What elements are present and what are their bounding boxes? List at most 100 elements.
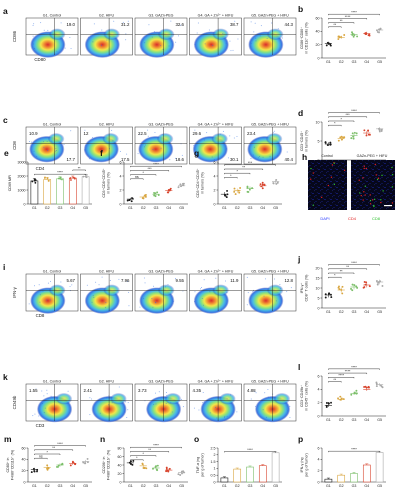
y-tick-label: 5 <box>318 296 320 300</box>
flow-group-title: G3. GAZn-PEG <box>149 270 174 274</box>
density-speck <box>170 402 172 404</box>
bar <box>220 477 229 483</box>
density-speck <box>126 280 128 282</box>
density-speck <box>281 37 283 39</box>
panel-label-p: p <box>298 434 303 444</box>
density-speck <box>208 29 210 31</box>
sig-label: **** <box>57 442 63 446</box>
data-point <box>353 284 356 287</box>
panel-label-o: o <box>194 434 199 444</box>
if-marker-dot <box>380 201 382 204</box>
if-marker-dot <box>364 194 366 196</box>
density-speck <box>246 276 248 278</box>
x-tick-label: G5 <box>179 206 184 210</box>
density-speck <box>226 398 228 400</box>
data-point <box>225 196 228 199</box>
sig-label: * <box>334 122 336 126</box>
y-axis-label: CD3⁺CD4⁺CD45⁺ <box>196 168 200 197</box>
flow-xaxis-label: CD3 <box>36 423 45 428</box>
density-speck <box>261 399 263 401</box>
x-tick-label: G1 <box>326 418 331 422</box>
density-speck <box>287 410 289 412</box>
density-speck <box>144 282 146 284</box>
flow-group-title: G4. GA + Zn²⁺ + HIFU <box>198 380 234 384</box>
density-speck <box>69 286 71 288</box>
density-speck <box>219 133 221 135</box>
chart-b: b 0 20 40 60 CD86⁺CD80⁺ in CD11c⁺ cells (%) G1 G… <box>298 4 386 64</box>
if-marker-dot <box>374 163 377 166</box>
y-tick-label: 2.5 <box>211 446 216 450</box>
y-tick-label: 1 <box>214 467 216 471</box>
density-speck <box>34 413 36 415</box>
sig-bracket <box>328 18 368 20</box>
density-speck <box>98 32 100 34</box>
x-tick-label: G2 <box>339 310 344 314</box>
data-point <box>142 466 145 469</box>
data-point <box>364 385 367 388</box>
panel-label-m: m <box>4 434 12 444</box>
density-speck <box>88 158 90 160</box>
sig-bracket <box>328 377 355 379</box>
density-speck <box>290 287 292 289</box>
density-speck <box>247 292 249 294</box>
density-speck <box>213 158 215 160</box>
density-secondary <box>156 132 174 145</box>
data-point <box>261 187 264 190</box>
y-tick-label: 60 <box>118 455 122 459</box>
density-speck <box>234 20 236 22</box>
density-secondary <box>265 132 283 145</box>
data-point <box>177 186 180 189</box>
sig-bracket <box>130 178 144 180</box>
density-speck <box>255 405 257 407</box>
density-speck <box>137 153 139 155</box>
density-blob <box>84 20 129 58</box>
data-point <box>165 468 168 470</box>
gate-value: 32.6 <box>175 22 184 27</box>
sig-label: **** <box>247 448 253 452</box>
sig-label: * <box>230 174 232 178</box>
density-speck <box>63 144 65 146</box>
density-speck <box>215 406 217 408</box>
data-point <box>356 35 359 38</box>
sig-label: **** <box>351 11 357 15</box>
x-tick-label: G4 <box>166 206 171 210</box>
x-tick-label: G4 <box>70 206 75 210</box>
data-point <box>233 190 236 193</box>
density-speck <box>143 298 145 300</box>
data-point <box>238 191 241 194</box>
density-speck <box>226 148 228 150</box>
flow-group-title: G1. Control <box>43 270 62 274</box>
panel-h-immunofluorescence: h Control GAZn-PEG + HIFU DAPI CD4 CD8 <box>302 152 395 221</box>
if-marker-dot <box>309 178 312 180</box>
density-blob <box>139 20 182 58</box>
data-point <box>36 470 38 473</box>
sig-bracket <box>328 13 380 16</box>
density-speck <box>250 21 252 23</box>
density-speck <box>139 134 141 136</box>
x-tick-label: G4 <box>166 484 171 488</box>
data-point <box>272 182 275 185</box>
density-speck <box>33 285 35 287</box>
data-point <box>351 31 353 34</box>
gate-value-upper-left: 29.6 <box>193 131 202 136</box>
density-speck <box>272 132 274 134</box>
sig-label: **** <box>351 261 357 265</box>
density-speck <box>147 135 149 137</box>
flow-row-i: i IFN-γ G1. Control 5.67 G2. HIFU 7.96 G3. GAZ… <box>3 262 297 318</box>
gate-value-upper-left: 12 <box>84 131 89 136</box>
density-speck <box>252 291 254 293</box>
data-point <box>341 138 344 141</box>
density-speck <box>84 145 86 147</box>
flow-group-title: G2. HIFU <box>99 270 115 274</box>
density-speck <box>170 20 172 22</box>
legend-dapi: DAPI <box>320 216 329 221</box>
flow-group-title: G3. GAZn-PEG <box>149 14 174 18</box>
data-point <box>181 182 184 185</box>
if-marker-dot <box>373 198 376 201</box>
panel-label-c: c <box>3 115 8 125</box>
density-blob <box>83 129 128 163</box>
density-blob <box>137 129 183 163</box>
density-speck <box>49 299 51 301</box>
data-point <box>165 466 168 469</box>
